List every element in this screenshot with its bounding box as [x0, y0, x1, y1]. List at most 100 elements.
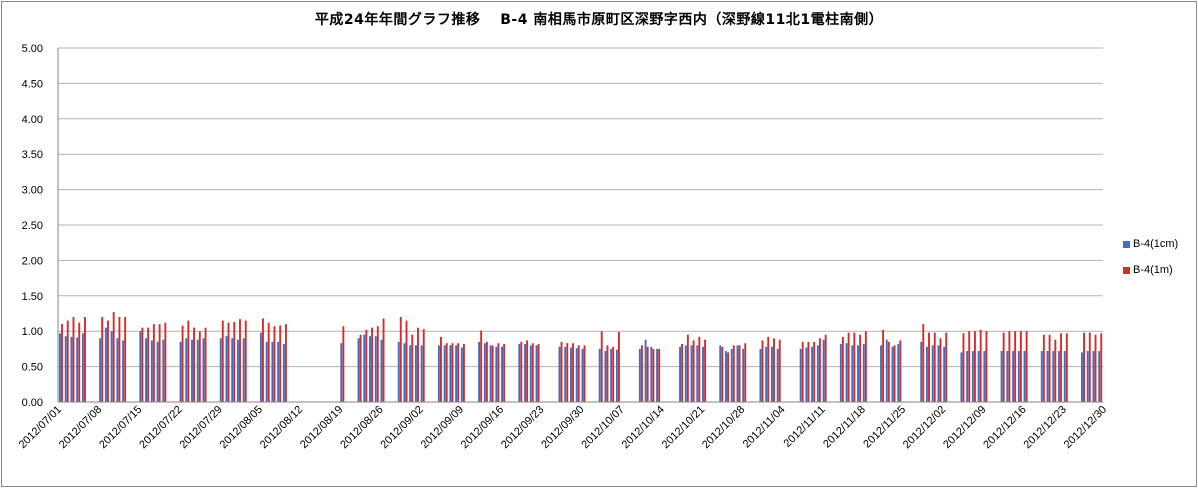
- bar-1m: [239, 319, 241, 402]
- bar-1m: [566, 343, 569, 402]
- bar-1m: [284, 324, 287, 402]
- bar-1m: [457, 343, 460, 402]
- bar-1cm: [369, 336, 371, 402]
- bar-1cm: [122, 340, 125, 402]
- bar-1cm: [885, 339, 888, 402]
- bar-1cm: [604, 351, 607, 402]
- bar-1m: [480, 330, 483, 402]
- bar-1cm: [725, 351, 727, 402]
- bar-1m: [279, 325, 282, 402]
- bar-1m: [1019, 331, 1022, 402]
- bar-1m: [1094, 334, 1097, 402]
- bar-1m: [887, 341, 890, 402]
- bar-1cm: [437, 345, 440, 402]
- bar-1m: [807, 341, 810, 402]
- bar-1cm: [529, 345, 532, 402]
- bar-1cm: [920, 341, 923, 402]
- bar-1cm: [1040, 351, 1043, 402]
- bar-1m: [646, 346, 649, 402]
- bar-1cm: [937, 345, 940, 402]
- bar-1cm: [1006, 351, 1009, 402]
- bar-1m: [1100, 333, 1103, 402]
- bar-1m: [193, 327, 196, 402]
- bar-1m: [922, 324, 925, 402]
- bar-1m: [181, 325, 184, 402]
- bar-1cm: [455, 345, 458, 402]
- bar-1cm: [736, 345, 739, 402]
- bar-1cm: [931, 345, 934, 402]
- bar-1cm: [340, 343, 343, 402]
- bar-1m: [124, 317, 127, 402]
- bar-1m: [158, 324, 161, 402]
- bar-1cm: [99, 338, 102, 402]
- y-tick-label: 3.50: [22, 149, 43, 161]
- bar-1cm: [535, 345, 538, 402]
- bar-1m: [152, 324, 155, 402]
- bar-1m: [1065, 333, 1068, 402]
- bar-1m: [342, 326, 345, 402]
- bar-1cm: [225, 336, 228, 402]
- bar-1m: [503, 343, 506, 402]
- bar-1m: [520, 341, 523, 402]
- bar-1m: [945, 332, 948, 402]
- bar-1cm: [420, 345, 423, 402]
- bar-1cm: [104, 327, 107, 402]
- bar-1m: [606, 345, 609, 402]
- legend-item-1cm: B-4(1cm): [1123, 236, 1178, 252]
- bar-1cm: [70, 336, 73, 402]
- bar-1m: [1002, 332, 1005, 402]
- bar-1cm: [409, 345, 412, 402]
- bar-1m: [147, 327, 150, 402]
- bar-1cm: [638, 348, 641, 402]
- bar-1m: [658, 348, 661, 402]
- bar-1m: [738, 345, 741, 402]
- bar-1cm: [139, 331, 142, 402]
- y-tick-label: 0.50: [22, 362, 43, 374]
- legend-label-1m: B-4(1m): [1133, 264, 1173, 276]
- bar-1m: [267, 322, 270, 402]
- bar-1cm: [495, 346, 498, 402]
- bar-1m: [692, 340, 695, 402]
- x-tick-label: 2012/11/18: [821, 404, 868, 451]
- bar-1m: [686, 334, 689, 402]
- y-tick-label: 2.50: [22, 220, 43, 232]
- bar-1m: [864, 331, 867, 402]
- bar-1cm: [770, 346, 773, 402]
- bar-1cm: [822, 339, 825, 402]
- bar-1m: [227, 322, 230, 402]
- bar-1cm: [1000, 351, 1003, 402]
- bar-1cm: [116, 338, 119, 402]
- bar-1m: [187, 320, 190, 402]
- bar-1m: [1083, 332, 1085, 402]
- bar-1m: [612, 346, 615, 402]
- bar-1cm: [443, 345, 446, 402]
- bar-1m: [273, 326, 276, 402]
- bar-1cm: [880, 345, 882, 402]
- bar-1m: [382, 318, 385, 402]
- bar-1cm: [1092, 351, 1095, 402]
- bar-1m: [893, 345, 896, 402]
- y-tick-label: 4.50: [22, 78, 43, 90]
- bar-1cm: [449, 345, 452, 402]
- bar-1cm: [282, 343, 285, 402]
- bar-1cm: [656, 348, 659, 402]
- bar-1m: [365, 329, 368, 402]
- bar-1cm: [799, 348, 802, 402]
- bar-1cm: [403, 343, 406, 402]
- bar-1m: [618, 331, 620, 402]
- bar-1cm: [776, 348, 779, 402]
- bar-1cm: [1046, 351, 1049, 402]
- x-tick-label: 2012/10/28: [700, 404, 747, 451]
- bar-1m: [1088, 332, 1091, 402]
- bar-1m: [422, 329, 425, 402]
- y-tick-label: 3.00: [22, 185, 43, 197]
- bar-1m: [451, 343, 454, 402]
- bar-1m: [698, 336, 701, 402]
- bar-1m: [66, 320, 69, 402]
- bar-1m: [399, 317, 402, 402]
- bar-1cm: [196, 339, 199, 402]
- bar-1cm: [478, 341, 481, 402]
- bar-1cm: [977, 351, 980, 402]
- bar-1cm: [357, 338, 360, 402]
- bar-1m: [531, 343, 534, 402]
